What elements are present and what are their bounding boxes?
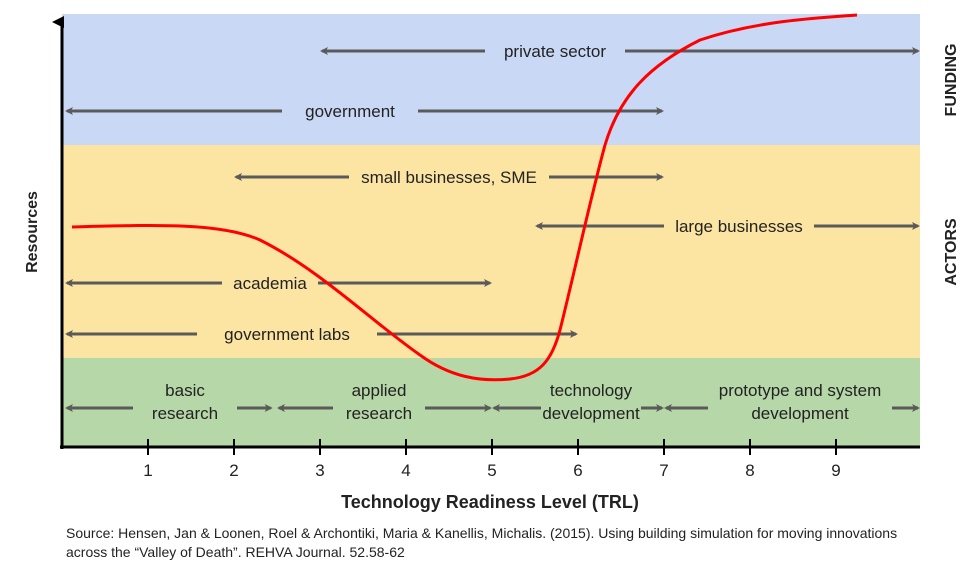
x-tick-label: 9 bbox=[831, 461, 840, 480]
stages-band bbox=[62, 358, 920, 447]
x-tick-label: 1 bbox=[143, 461, 152, 480]
x-tick-label: 8 bbox=[745, 461, 754, 480]
funding-band bbox=[62, 14, 920, 145]
stage-label-line2: development bbox=[542, 404, 640, 423]
x-tick-label: 7 bbox=[659, 461, 668, 480]
x-tick-label: 2 bbox=[229, 461, 238, 480]
actor-large-businesses: large businesses bbox=[535, 217, 920, 236]
funding-private-sector: private sector bbox=[320, 42, 920, 61]
x-axis-label: Technology Readiness Level (TRL) bbox=[341, 492, 639, 512]
stage-label-line1: basic bbox=[165, 381, 205, 400]
x-tick-label: 5 bbox=[487, 461, 496, 480]
funding-band-label: FUNDING bbox=[943, 44, 960, 117]
stage-label-line2: research bbox=[346, 404, 412, 423]
actor-small-businesses: small businesses, SME bbox=[234, 168, 664, 187]
stage-label-line1: technology bbox=[550, 381, 633, 400]
funding-government: government bbox=[65, 102, 664, 121]
x-tick-label: 4 bbox=[401, 461, 410, 480]
stage-label-line2: development bbox=[751, 404, 849, 423]
x-tick-label: 6 bbox=[573, 461, 582, 480]
stage-applied-research: applied research bbox=[277, 381, 492, 423]
stage-prototype-development: prototype and system development bbox=[664, 381, 920, 423]
stage-label-line1: prototype and system bbox=[719, 381, 882, 400]
actors-band bbox=[62, 145, 920, 358]
actor-government-labs: government labs bbox=[65, 325, 578, 344]
source-line-2: across the “Valley of Death”. REHVA Jour… bbox=[66, 544, 405, 560]
x-tick-label: 3 bbox=[315, 461, 324, 480]
arrow-label: private sector bbox=[504, 42, 606, 61]
resource-curve bbox=[71, 13, 858, 382]
stage-label-line1: applied bbox=[352, 381, 407, 400]
arrow-label: government bbox=[305, 102, 395, 121]
stage-technology-development: technology development bbox=[492, 381, 664, 423]
actors-band-label: ACTORS bbox=[943, 218, 960, 286]
y-axis-label: Resources bbox=[24, 191, 41, 273]
arrow-label: government labs bbox=[224, 325, 350, 344]
actor-academia: academia bbox=[65, 274, 492, 293]
arrow-label: large businesses bbox=[675, 217, 803, 236]
source-line-1: Source: Hensen, Jan & Loonen, Roel & Arc… bbox=[66, 525, 897, 541]
arrow-label: small businesses, SME bbox=[361, 168, 537, 187]
stage-label-line2: research bbox=[152, 404, 218, 423]
arrow-label: academia bbox=[233, 274, 307, 293]
stage-basic-research: basic research bbox=[65, 381, 273, 423]
